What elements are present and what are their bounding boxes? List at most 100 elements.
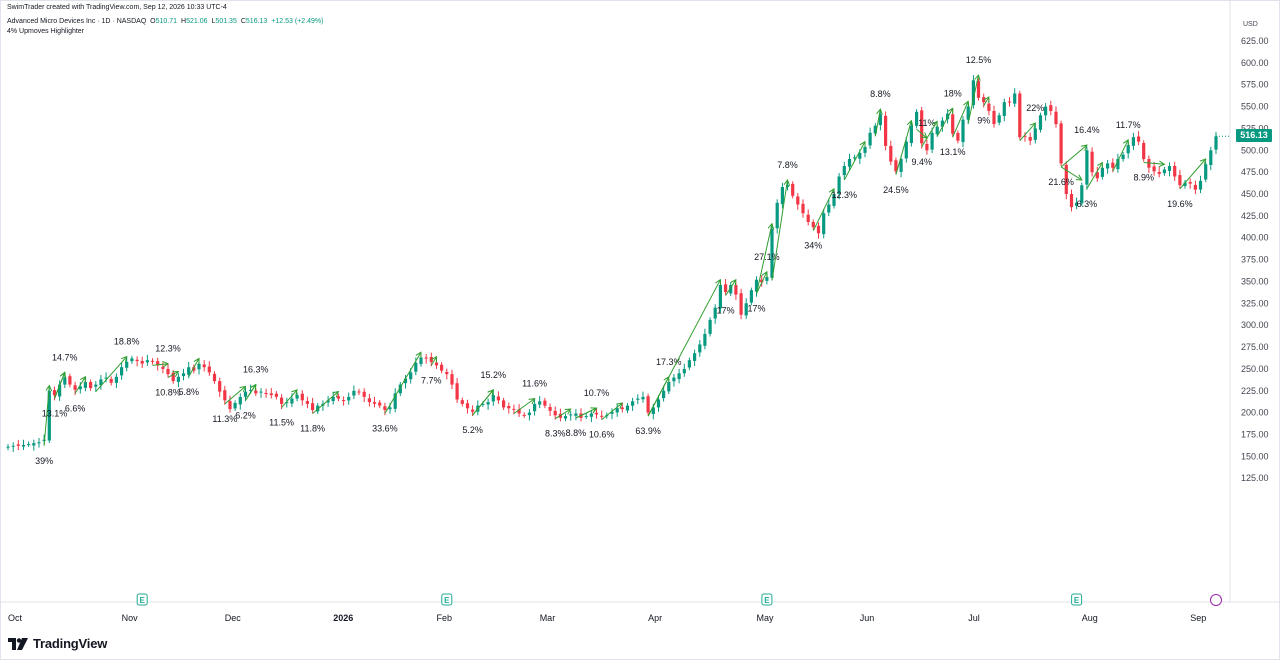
candle-up	[677, 373, 681, 380]
candle-up	[481, 403, 485, 405]
candle-up	[120, 367, 124, 376]
candle-up	[997, 115, 1001, 123]
upmove-line	[601, 402, 623, 420]
candle-down	[135, 359, 139, 361]
earnings-marker-letter: E	[764, 596, 770, 605]
candle-up	[946, 113, 950, 120]
upmove-percent-label: 8.3%	[545, 429, 566, 439]
upmove-percent-label: 27.1%	[754, 252, 780, 262]
candle-up	[780, 187, 784, 205]
candle-down	[760, 279, 764, 283]
candle-up	[1002, 102, 1006, 116]
upmove-percent-label: 12.5%	[966, 55, 992, 65]
candle-up	[842, 166, 846, 176]
candle-up	[770, 229, 774, 278]
indicator-legend[interactable]: 4% Upmoves Highlighter	[7, 28, 85, 35]
candle-up	[1044, 106, 1048, 116]
candle-up	[538, 401, 542, 405]
candle-up	[114, 376, 118, 383]
upmove-arrowhead	[564, 408, 572, 415]
candle-up	[827, 204, 831, 213]
upmove-arrowhead	[79, 375, 86, 383]
candle-down	[140, 361, 144, 364]
candle-down	[378, 402, 382, 406]
candle-up	[915, 111, 919, 126]
candle-up	[1214, 136, 1218, 150]
upmove-percent-label: 8.9%	[1133, 173, 1154, 183]
candle-down	[150, 360, 155, 362]
candle-up	[703, 333, 707, 346]
candle-up	[749, 290, 753, 303]
upmove-line	[430, 356, 437, 366]
candle-up	[837, 176, 841, 194]
candle-up	[285, 402, 289, 404]
time-tick-label: Oct	[8, 613, 23, 623]
upmove-arrowhead	[431, 355, 438, 363]
candle-down	[1137, 136, 1141, 142]
earnings-marker-icon	[1071, 593, 1083, 606]
symbol-legend[interactable]: Advanced Micro Devices Inc · 1D · NASDAQ…	[7, 18, 327, 25]
candle-down	[920, 110, 924, 144]
candle-down	[1142, 143, 1146, 160]
upmove-arrowhead	[1097, 161, 1103, 169]
candle-down	[1178, 175, 1182, 186]
upmove-percent-label: 11.8%	[300, 424, 325, 434]
candle-up	[636, 398, 640, 400]
candle-down	[192, 367, 196, 371]
candle-up	[563, 416, 568, 419]
upmove-line	[312, 391, 339, 414]
upmove-line	[1019, 122, 1036, 142]
candle-up	[940, 120, 944, 127]
upmove-percent-label: 18%	[944, 88, 962, 98]
candle-down	[502, 400, 506, 408]
upmove-arrowhead	[616, 402, 624, 409]
upmove-line	[74, 376, 86, 394]
candle-down	[68, 376, 72, 385]
upmove-line	[152, 363, 169, 366]
candle-down	[300, 393, 304, 401]
candle-down	[1090, 151, 1094, 173]
candle-up	[243, 391, 248, 397]
upmove-arrowhead	[487, 389, 494, 396]
candle-down	[1064, 164, 1068, 194]
candle-down	[548, 407, 552, 411]
candle-down	[517, 409, 521, 414]
candle-down	[212, 373, 217, 382]
candle-up	[352, 390, 356, 396]
candle-up	[259, 391, 263, 393]
candle-down	[992, 111, 996, 125]
candle-down	[280, 397, 284, 404]
candle-up	[713, 307, 717, 319]
candle-up	[1085, 150, 1089, 185]
candle-up	[104, 377, 108, 379]
upmove-line	[1060, 144, 1088, 168]
tradingview-logo[interactable]: TradingView	[8, 636, 107, 651]
candle-down	[889, 145, 893, 162]
candle-down	[816, 225, 821, 234]
candle-down	[1188, 182, 1192, 184]
upmove-arrowhead	[1123, 138, 1129, 146]
price-tick-label: 625.00	[1241, 36, 1269, 46]
candle-up	[909, 125, 913, 143]
attribution-text: SwimTrader created with TradingView.com,…	[7, 4, 227, 11]
upmove-line	[725, 279, 737, 296]
candle-up	[83, 382, 87, 388]
candle-up	[584, 416, 588, 418]
candle-down	[264, 393, 268, 394]
candle-down	[52, 390, 57, 396]
upmove-line	[756, 271, 768, 294]
candle-down	[791, 183, 795, 196]
candle-down	[311, 403, 315, 410]
upmove-arrowhead	[59, 371, 66, 379]
time-tick-label: Nov	[122, 613, 139, 623]
price-tick-label: 325.00	[1241, 298, 1269, 308]
candle-up	[249, 389, 253, 391]
time-tick-label: Feb	[437, 613, 453, 623]
upmove-arrowhead	[162, 360, 170, 368]
candle-down	[594, 412, 599, 415]
price-tick-label: 250.00	[1241, 364, 1269, 374]
candle-down	[951, 114, 955, 134]
candle-up	[863, 146, 867, 153]
